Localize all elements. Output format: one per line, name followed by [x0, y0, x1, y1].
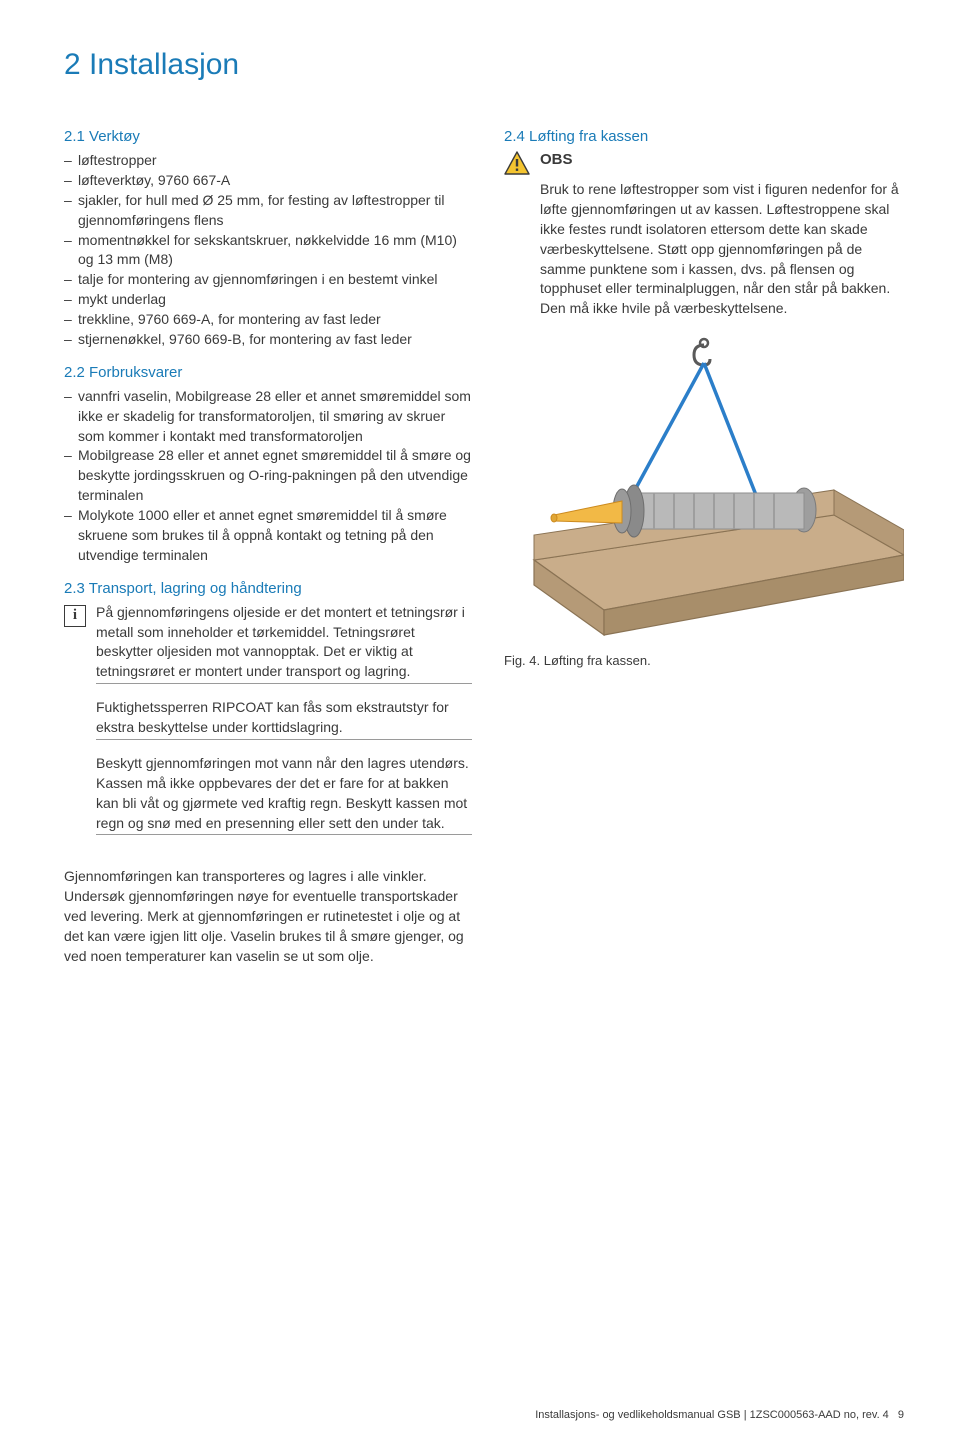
figure-caption: Fig. 4. Løfting fra kassen.: [504, 653, 904, 668]
tool-list: løftestropper løfteverktøy, 9760 667-A s…: [64, 151, 472, 350]
list-item: Molykote 1000 eller et annet egnet smøre…: [64, 506, 472, 566]
obs-label: OBS: [540, 151, 904, 168]
section-heading: 2.3 Transport, lagring og håndtering: [64, 580, 472, 597]
list-item: Mobilgrease 28 eller et annet egnet smør…: [64, 446, 472, 506]
footer-text: Installasjons- og vedlikeholdsmanual GSB…: [535, 1409, 889, 1421]
list-item: mykt underlag: [64, 290, 472, 310]
info-icon: i: [64, 605, 86, 627]
chapter-title: 2 Installasjon: [64, 48, 904, 82]
section-heading: 2.2 Forbruksvarer: [64, 364, 472, 381]
lifting-hook-icon: [694, 339, 710, 365]
info-note: På gjennomføringens oljeside er det mont…: [96, 603, 472, 836]
right-column: 2.4 Løfting fra kassen OBS Bruk to rene …: [504, 128, 904, 849]
list-item: vannfri vaselin, Mobilgrease 28 eller et…: [64, 387, 472, 447]
section-heading: 2.1 Verktøy: [64, 128, 472, 145]
page-footer: Installasjons- og vedlikeholdsmanual GSB…: [535, 1409, 904, 1421]
warning-paragraph: Bruk to rene løftestropper som vist i fi…: [540, 180, 904, 319]
figure-4: [504, 335, 904, 645]
note-paragraph: Beskytt gjennomføringen mot vann når den…: [96, 754, 472, 836]
post-columns-paragraph: Gjennomføringen kan transporteres og lag…: [64, 867, 904, 966]
section-2-2: 2.2 Forbruksvarer vannfri vaselin, Mobil…: [64, 364, 472, 566]
section-2-1: 2.1 Verktøy løftestropper løfteverktøy, …: [64, 128, 472, 350]
list-item: momentnøkkel for sekskantskruer, nøkkelv…: [64, 231, 472, 271]
section-2-3: 2.3 Transport, lagring og håndtering i P…: [64, 580, 472, 836]
note-paragraph: Fuktighetssperren RIPCOAT kan fås som ek…: [96, 698, 472, 740]
warning-icon: [504, 151, 530, 180]
note-paragraph: På gjennomføringens oljeside er det mont…: [96, 603, 472, 685]
section-2-4: 2.4 Løfting fra kassen OBS Bruk to rene …: [504, 128, 904, 319]
list-item: trekkline, 9760 669-A, for montering av …: [64, 310, 472, 330]
list-item: løftestropper: [64, 151, 472, 171]
left-column: 2.1 Verktøy løftestropper løfteverktøy, …: [64, 128, 472, 849]
list-item: stjernenøkkel, 9760 669-B, for montering…: [64, 330, 472, 350]
section-heading: 2.4 Løfting fra kassen: [504, 128, 904, 145]
list-item: løfteverktøy, 9760 667-A: [64, 171, 472, 191]
list-item: sjakler, for hull med Ø 25 mm, for festi…: [64, 191, 472, 231]
body-paragraph: Gjennomføringen kan transporteres og lag…: [64, 867, 474, 966]
warning-content: OBS Bruk to rene løftestropper som vist …: [540, 151, 904, 319]
consumables-list: vannfri vaselin, Mobilgrease 28 eller et…: [64, 387, 472, 566]
page-number: 9: [898, 1409, 904, 1421]
list-item: talje for montering av gjennomføringen i…: [64, 270, 472, 290]
